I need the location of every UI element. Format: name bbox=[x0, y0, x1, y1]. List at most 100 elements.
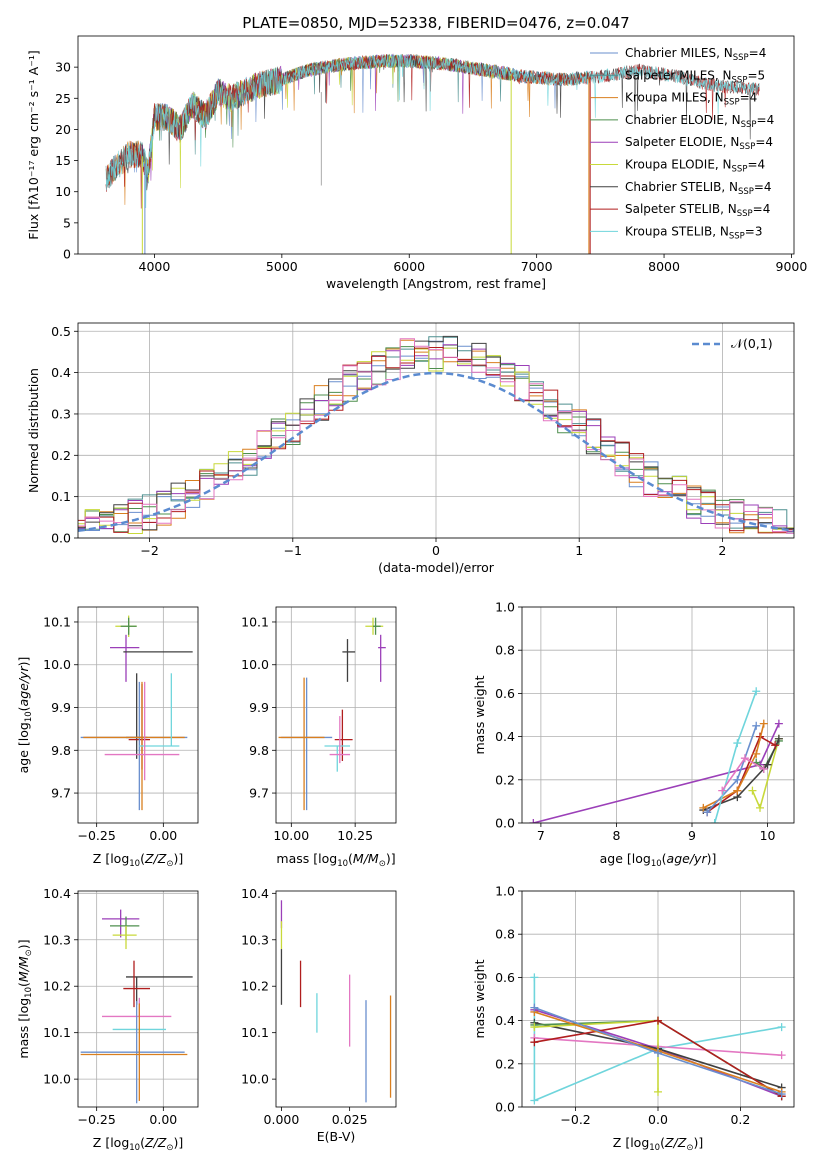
label-part: Z/Z bbox=[664, 1135, 687, 1150]
y-tick-label: 15 bbox=[55, 153, 71, 168]
x-tick-label: 1 bbox=[575, 543, 583, 558]
weight-marker bbox=[752, 721, 761, 730]
weight-vs-age-series-7 bbox=[710, 687, 761, 823]
histogram-series-7 bbox=[78, 347, 794, 534]
label-part: )] bbox=[707, 851, 717, 866]
mass-vs-z-point-8 bbox=[80, 1003, 188, 1101]
mass-vs-z-point-1 bbox=[110, 916, 140, 940]
y-tick-label: 0.8 bbox=[495, 927, 515, 942]
weight-marker bbox=[529, 819, 538, 823]
y-tick-label: 0.2 bbox=[51, 448, 71, 463]
age-vs-z-point-2 bbox=[110, 634, 140, 682]
weight-vs-age-series-6 bbox=[703, 721, 761, 817]
mass-vs-z-frame bbox=[77, 890, 199, 1108]
x-tick-label: −0.2 bbox=[560, 1112, 590, 1127]
residuals-xlabel: (data-model)/error bbox=[378, 560, 495, 575]
x-tick-label: 0.0 bbox=[648, 1112, 668, 1127]
weight-vs-age-frame bbox=[521, 606, 795, 824]
y-tick-label: 1.0 bbox=[495, 600, 515, 615]
weight-marker bbox=[777, 1090, 786, 1099]
age-vs-mass-frame bbox=[275, 606, 397, 824]
spectrum-ylabel: Flux [fλ10⁻¹⁷ erg cm⁻² s⁻¹ A⁻¹] bbox=[26, 50, 41, 239]
y-tick-label: 10.3 bbox=[241, 932, 269, 947]
label-part: mass [log bbox=[276, 851, 337, 866]
weight-vs-z-axes: −0.2 0.0 0.2 0.0 0.2 0.4 0.6 0.8 1.0 bbox=[495, 884, 794, 1127]
x-tick-label: 10.00 bbox=[273, 828, 309, 843]
age-vs-mass-axes: 10.00 10.25 9.7 9.8 9.9 10.0 10.1 bbox=[241, 607, 396, 843]
label-part: age [log bbox=[16, 722, 31, 773]
label-part: 10 bbox=[337, 859, 348, 869]
weight-marker bbox=[699, 803, 708, 812]
legend-subscript: SSP bbox=[732, 165, 748, 175]
weight-marker bbox=[733, 739, 742, 748]
residuals-ylabel: Normed distribution bbox=[26, 368, 41, 493]
mass-vs-z-ylabel: mass [log10(M/M⊙)] bbox=[16, 939, 34, 1058]
label-part: ⊙ bbox=[686, 1143, 693, 1153]
label-part: Z [log bbox=[613, 1135, 649, 1150]
label-part: ⊙ bbox=[166, 1143, 173, 1153]
weight-vs-age-series-8 bbox=[718, 754, 768, 795]
normal-curve bbox=[77, 371, 795, 533]
weight-marker bbox=[530, 973, 539, 982]
label-part: ⊙ bbox=[166, 859, 173, 869]
age-vs-z-point-9 bbox=[104, 681, 180, 781]
age-vs-z-ylabel: age [log10(age/yr)] bbox=[16, 657, 34, 774]
legend-value: =4 bbox=[749, 46, 767, 60]
y-tick-label: 9.7 bbox=[249, 786, 269, 801]
weight-marker bbox=[530, 1003, 539, 1012]
weight-marker bbox=[530, 1096, 539, 1105]
label-part: ⊙ bbox=[379, 859, 386, 869]
legend-subscript: SSP bbox=[738, 187, 754, 197]
x-tick-label: 0.00 bbox=[149, 828, 177, 843]
legend-label: Kroupa ELODIE, NSSP=4 bbox=[625, 158, 765, 175]
x-tick-label: 0.00 bbox=[149, 1112, 177, 1127]
label-part: ( bbox=[16, 982, 31, 987]
label-part: age [log bbox=[600, 851, 651, 866]
label-part: 10 bbox=[129, 859, 140, 869]
mass-vs-z-xlabel: Z [log10(Z/Z⊙)] bbox=[93, 1135, 183, 1153]
weight-marker bbox=[774, 719, 783, 728]
label-part: M/M bbox=[353, 851, 379, 866]
y-tick-label: 0.4 bbox=[495, 1013, 515, 1028]
legend-value: =4 bbox=[754, 180, 772, 194]
label-part: )] bbox=[16, 939, 31, 949]
y-tick-label: 0.4 bbox=[51, 365, 71, 380]
mass-vs-z-point-0 bbox=[102, 909, 140, 938]
weight-marker bbox=[654, 1049, 662, 1057]
label-part: Z [log bbox=[93, 851, 129, 866]
spectrum-axes: 4000 5000 6000 7000 8000 9000 0 5 10 15 20 25 30 bbox=[55, 60, 807, 274]
label-part: 10 bbox=[24, 987, 34, 998]
label-part: )] bbox=[173, 851, 183, 866]
y-tick-label: 10.0 bbox=[241, 657, 269, 672]
weight-marker bbox=[530, 1023, 539, 1032]
weight-marker bbox=[718, 786, 727, 795]
weight-marker bbox=[759, 719, 768, 728]
weight-line bbox=[702, 723, 765, 809]
mass-vs-z-point-3 bbox=[126, 976, 193, 1005]
age-vs-z-point-8 bbox=[139, 673, 180, 747]
mass-vs-ebv-axes: 0.000 0.025 10.0 10.1 10.2 10.3 10.4 bbox=[241, 886, 367, 1127]
y-tick-label: 0.1 bbox=[51, 489, 71, 504]
legend-label: Kroupa STELIB, NSSP=3 bbox=[625, 224, 763, 241]
weight-vs-age-xlabel: age [log10(age/yr)] bbox=[600, 851, 717, 869]
age-vs-mass-xlabel: mass [log10(M/M⊙)] bbox=[276, 851, 395, 869]
legend-label: Salpeter MILES, NSSP=5 bbox=[625, 68, 765, 85]
chart-title: PLATE=0850, MJD=52338, FIBERID=0476, z=0… bbox=[242, 14, 629, 32]
x-tick-label: −0.25 bbox=[78, 1112, 116, 1127]
label-part: M/M bbox=[16, 956, 31, 982]
x-tick-label: 2 bbox=[718, 543, 726, 558]
x-tick-label: 9 bbox=[688, 828, 696, 843]
legend-subscript: SSP bbox=[741, 120, 757, 130]
legend-value: =3 bbox=[745, 224, 763, 238]
weight-marker bbox=[763, 760, 772, 769]
weight-line bbox=[533, 723, 780, 823]
y-tick-label: 20 bbox=[55, 122, 71, 137]
y-tick-label: 9.9 bbox=[249, 700, 269, 715]
residuals-frame bbox=[77, 322, 795, 539]
y-tick-label: 10 bbox=[55, 184, 71, 199]
x-tick-label: 0 bbox=[432, 543, 440, 558]
label-part: 10 bbox=[649, 1143, 660, 1153]
weight-marker bbox=[530, 1038, 539, 1047]
label-part: )] bbox=[693, 1135, 703, 1150]
